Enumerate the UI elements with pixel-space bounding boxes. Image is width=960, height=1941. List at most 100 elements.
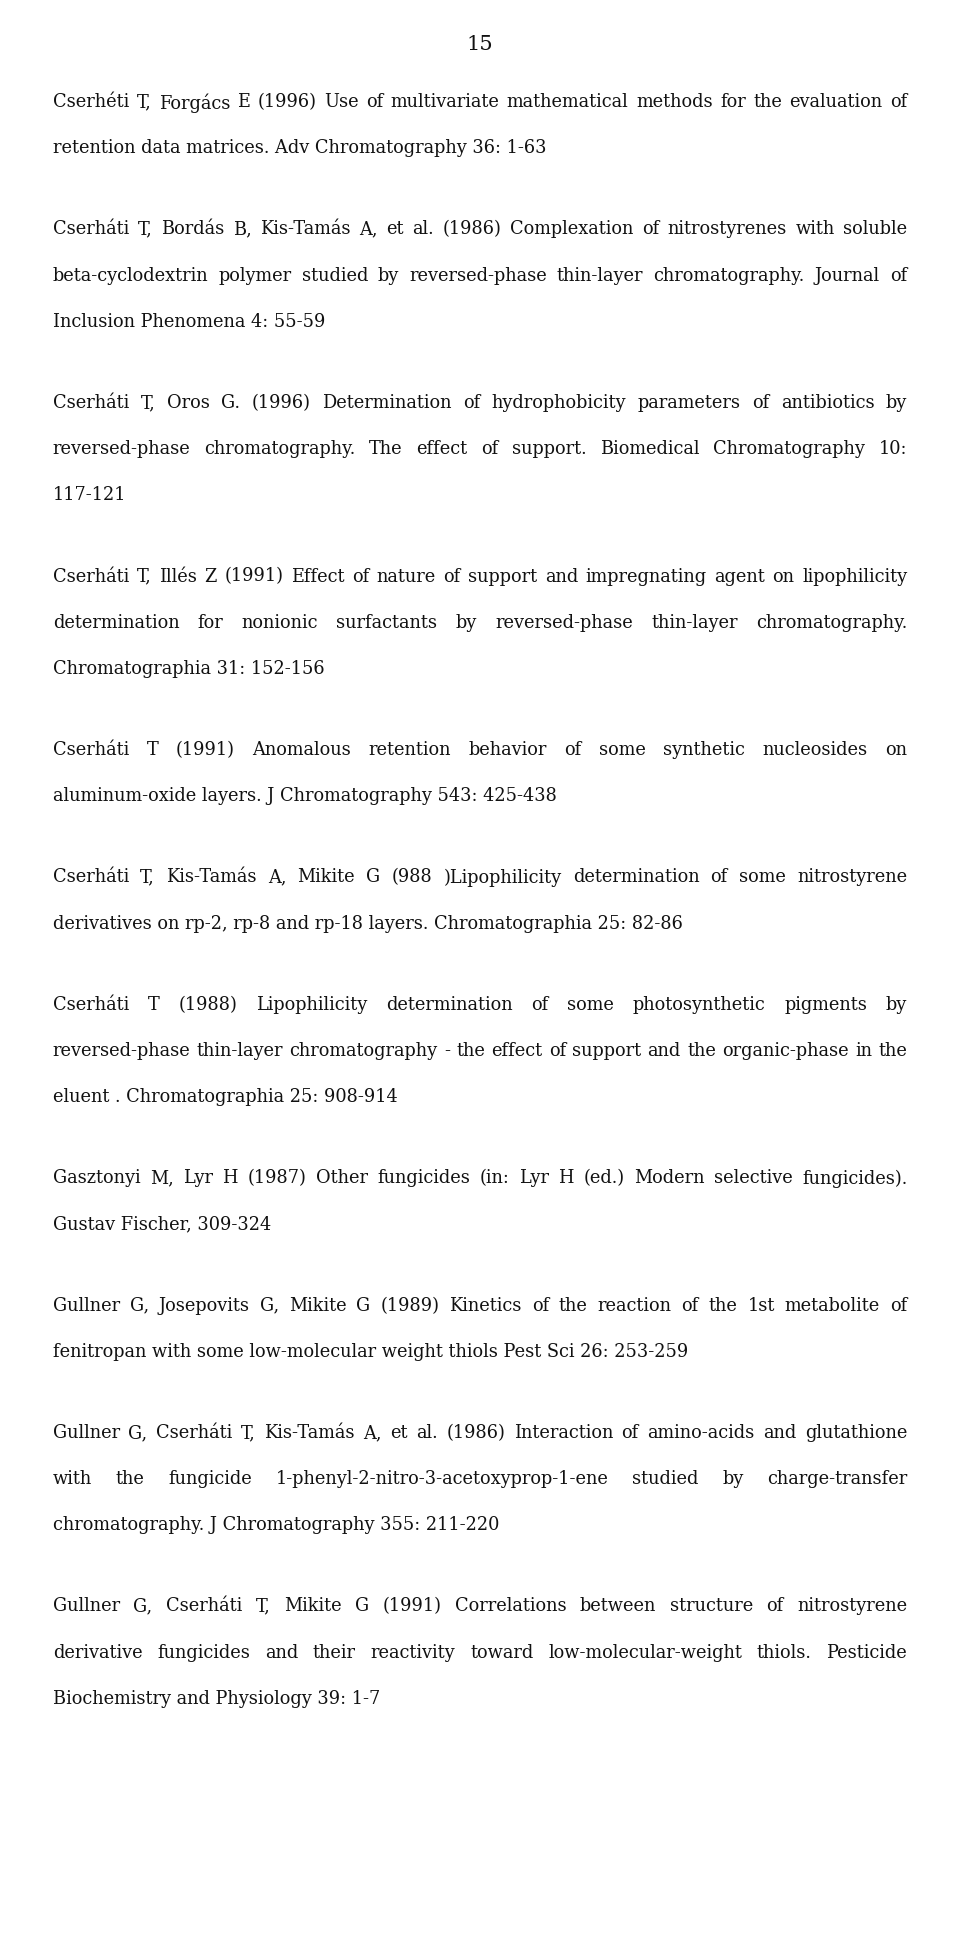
Text: on: on: [885, 741, 907, 759]
Text: nucleosides: nucleosides: [762, 741, 868, 759]
Text: G,: G,: [133, 1597, 153, 1615]
Text: some: some: [567, 996, 614, 1013]
Text: (988: (988: [392, 868, 432, 887]
Text: reaction: reaction: [598, 1297, 672, 1314]
Text: of: of: [890, 266, 907, 285]
Text: and: and: [763, 1425, 796, 1442]
Text: synthetic: synthetic: [663, 741, 745, 759]
Text: reactivity: reactivity: [371, 1644, 455, 1661]
Text: Cserhéti: Cserhéti: [53, 93, 129, 111]
Text: (1991): (1991): [382, 1597, 442, 1615]
Text: amino-acids: amino-acids: [647, 1425, 755, 1442]
Text: A,: A,: [359, 221, 377, 239]
Text: of: of: [710, 868, 728, 887]
Text: agent: agent: [714, 567, 765, 586]
Text: the: the: [708, 1297, 737, 1314]
Text: Modern: Modern: [634, 1168, 705, 1188]
Text: A,: A,: [268, 868, 286, 887]
Text: G: G: [356, 1297, 371, 1314]
Text: reversed-phase: reversed-phase: [53, 441, 190, 458]
Text: evaluation: evaluation: [789, 93, 882, 111]
Text: Gasztonyi: Gasztonyi: [53, 1168, 140, 1188]
Text: Z: Z: [204, 567, 217, 586]
Text: Pesticide: Pesticide: [827, 1644, 907, 1661]
Text: fungicides: fungicides: [377, 1168, 470, 1188]
Text: studied: studied: [301, 266, 368, 285]
Text: retention data matrices. Adv Chromatography 36: 1-63: retention data matrices. Adv Chromatogra…: [53, 140, 546, 157]
Text: 1st: 1st: [748, 1297, 775, 1314]
Text: Kis-Tamás: Kis-Tamás: [166, 868, 256, 887]
Text: by: by: [722, 1469, 743, 1489]
Text: with: with: [795, 221, 834, 239]
Text: Cserháti: Cserháti: [156, 1425, 232, 1442]
Text: Cserháti: Cserháti: [53, 868, 129, 887]
Text: (1986): (1986): [443, 221, 501, 239]
Text: chromatography.: chromatography.: [204, 441, 355, 458]
Text: metabolite: metabolite: [784, 1297, 880, 1314]
Text: Journal: Journal: [815, 266, 880, 285]
Text: retention: retention: [369, 741, 451, 759]
Text: some: some: [739, 868, 786, 887]
Text: et: et: [390, 1425, 408, 1442]
Text: chromatography. J Chromatography 355: 211-220: chromatography. J Chromatography 355: 21…: [53, 1516, 499, 1533]
Text: (in:: (in:: [480, 1168, 510, 1188]
Text: of: of: [366, 93, 383, 111]
Text: (1991): (1991): [225, 567, 283, 586]
Text: support: support: [572, 1042, 641, 1060]
Text: 10:: 10:: [878, 441, 907, 458]
Text: eluent . Chromatographia 25: 908-914: eluent . Chromatographia 25: 908-914: [53, 1089, 397, 1106]
Text: Complexation: Complexation: [510, 221, 634, 239]
Text: of: of: [890, 93, 907, 111]
Text: Cserháti: Cserháti: [53, 567, 129, 586]
Text: fungicide: fungicide: [168, 1469, 252, 1489]
Text: glutathione: glutathione: [804, 1425, 907, 1442]
Text: (1986): (1986): [446, 1425, 505, 1442]
Text: multivariate: multivariate: [391, 93, 499, 111]
Text: (1991): (1991): [176, 741, 235, 759]
Text: Determination: Determination: [322, 394, 451, 411]
Text: the: the: [754, 93, 782, 111]
Text: nature: nature: [376, 567, 436, 586]
Text: of: of: [752, 394, 769, 411]
Text: fungicides: fungicides: [157, 1644, 251, 1661]
Text: T,: T,: [137, 221, 153, 239]
Text: antibiotics: antibiotics: [780, 394, 875, 411]
Text: Mikite: Mikite: [298, 868, 355, 887]
Text: G,: G,: [130, 1297, 149, 1314]
Text: low-molecular-weight: low-molecular-weight: [548, 1644, 742, 1661]
Text: and: and: [648, 1042, 681, 1060]
Text: thiols.: thiols.: [756, 1644, 811, 1661]
Text: the: the: [878, 1042, 907, 1060]
Text: M,: M,: [150, 1168, 174, 1188]
Text: al.: al.: [412, 221, 434, 239]
Text: some: some: [599, 741, 646, 759]
Text: )Lipophilicity: )Lipophilicity: [444, 868, 562, 887]
Text: (1988): (1988): [179, 996, 237, 1013]
Text: nitrostyrene: nitrostyrene: [797, 1597, 907, 1615]
Text: G: G: [355, 1597, 369, 1615]
Text: of: of: [564, 741, 582, 759]
Text: Kis-Tamás: Kis-Tamás: [260, 221, 350, 239]
Text: G: G: [367, 868, 380, 887]
Text: A,: A,: [363, 1425, 382, 1442]
Text: The: The: [369, 441, 402, 458]
Text: mathematical: mathematical: [507, 93, 629, 111]
Text: Interaction: Interaction: [514, 1425, 613, 1442]
Text: behavior: behavior: [468, 741, 547, 759]
Text: effect: effect: [492, 1042, 542, 1060]
Text: determination: determination: [386, 996, 513, 1013]
Text: T,: T,: [140, 868, 155, 887]
Text: in: in: [855, 1042, 872, 1060]
Text: fungicides).: fungicides).: [802, 1168, 907, 1188]
Text: Lipophilicity: Lipophilicity: [256, 996, 367, 1013]
Text: polymer: polymer: [219, 266, 292, 285]
Text: the: the: [115, 1469, 145, 1489]
Text: Other: Other: [316, 1168, 368, 1188]
Text: Use: Use: [324, 93, 359, 111]
Text: of: of: [532, 1297, 549, 1314]
Text: organic-phase: organic-phase: [722, 1042, 849, 1060]
Text: between: between: [580, 1597, 657, 1615]
Text: and: and: [265, 1644, 299, 1661]
Text: (1989): (1989): [380, 1297, 440, 1314]
Text: for: for: [198, 613, 224, 631]
